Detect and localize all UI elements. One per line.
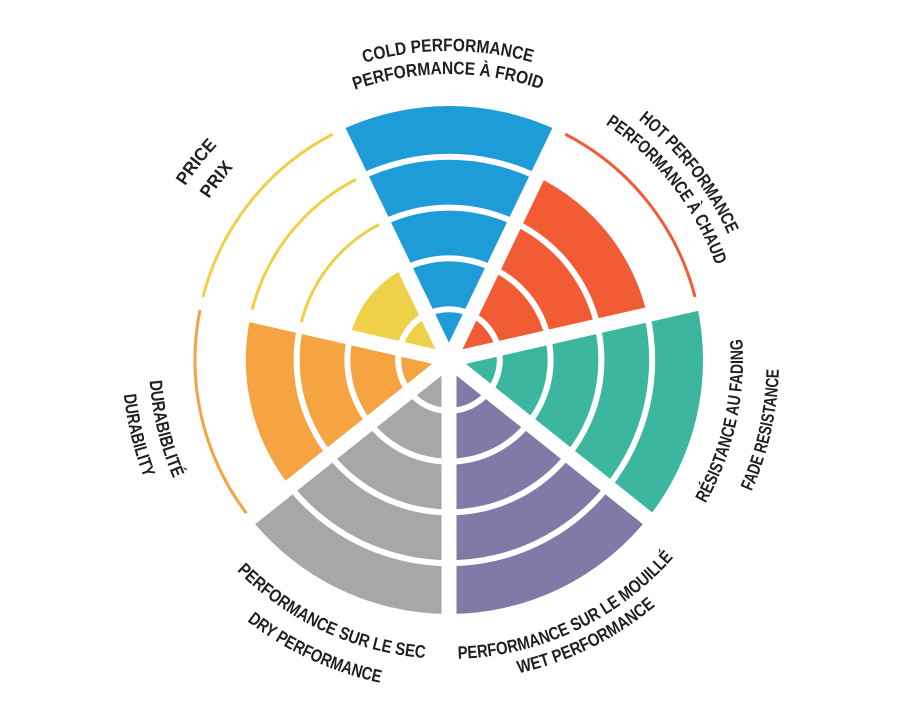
- svg-text:PERFORMANCE À FROID: PERFORMANCE À FROID: [350, 58, 546, 94]
